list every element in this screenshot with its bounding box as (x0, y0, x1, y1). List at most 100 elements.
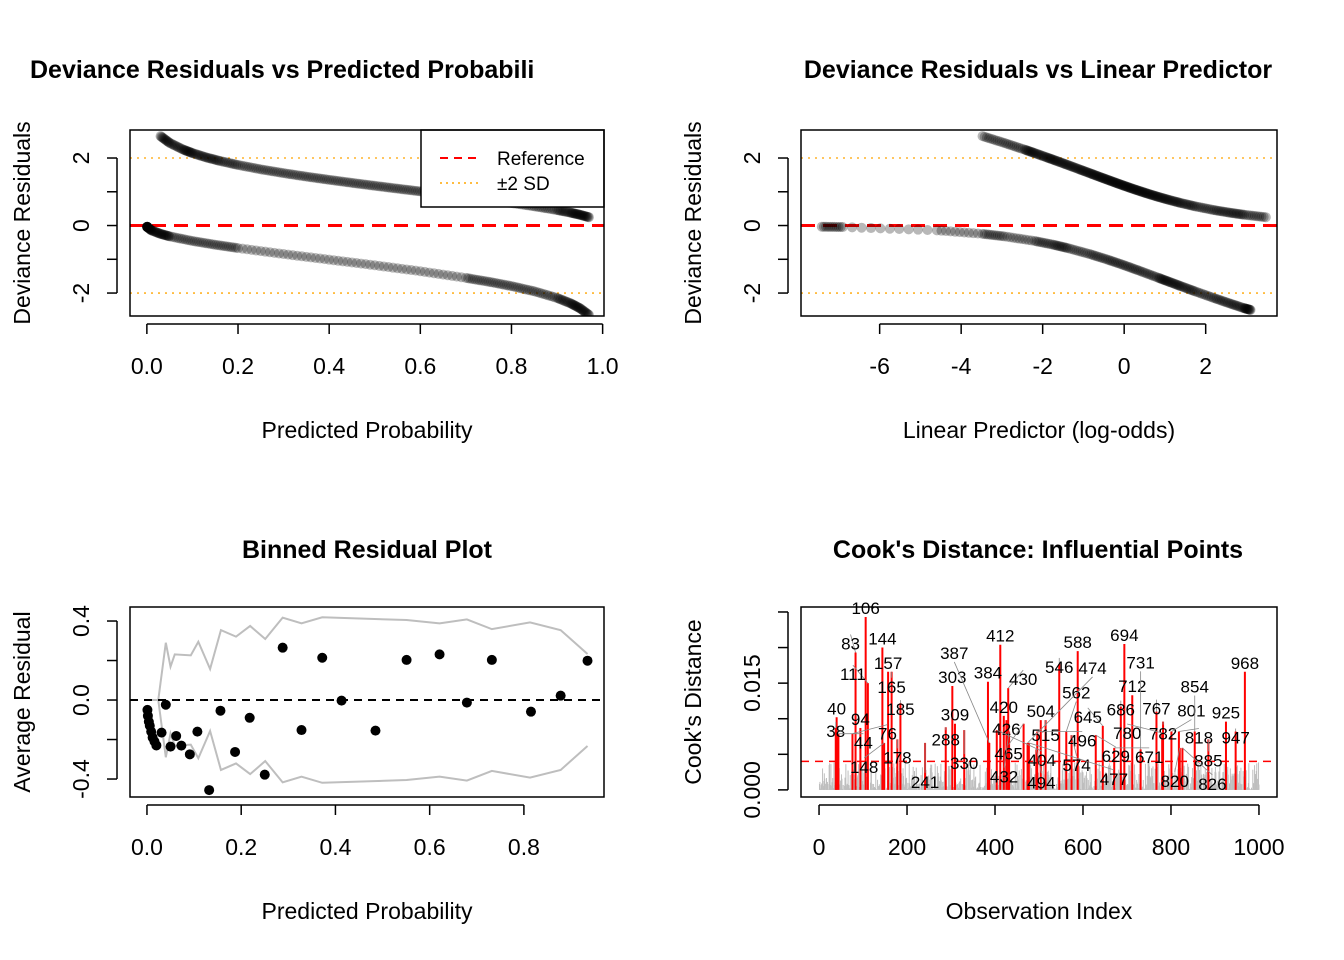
data-point (301, 251, 312, 262)
data-point (269, 166, 280, 177)
data-point (1014, 233, 1025, 244)
data-point (153, 228, 164, 239)
data-point (513, 282, 524, 293)
y-tick-label: -0.4 (68, 759, 94, 799)
data-point (470, 274, 481, 285)
panel-2: Deviance Residuals vs Linear Predictor Li… (680, 56, 1278, 443)
data-point (181, 145, 192, 156)
data-point (1185, 284, 1196, 295)
data-point (1177, 281, 1188, 292)
data-point (1059, 242, 1070, 253)
data-point (1039, 151, 1050, 162)
influential-point-label: 144 (868, 630, 896, 649)
data-point (1230, 208, 1241, 219)
data-point (1215, 295, 1226, 306)
influential-point-label: 185 (886, 700, 914, 719)
x-tick-label: 0.6 (414, 834, 446, 860)
data-point (185, 235, 196, 246)
plot-area (801, 131, 1277, 315)
data-point (1028, 147, 1039, 158)
data-point (511, 282, 522, 293)
data-point (522, 284, 533, 295)
influential-point-label: 330 (950, 754, 978, 773)
data-point (1168, 196, 1179, 207)
data-point (1156, 192, 1167, 203)
data-point (186, 147, 197, 158)
x-tick-label: 0.8 (508, 834, 540, 860)
data-point (1260, 212, 1271, 223)
data-point (580, 211, 591, 222)
data-point (1041, 152, 1052, 163)
data-point (526, 285, 537, 296)
data-point (1226, 298, 1237, 309)
data-point (1244, 304, 1255, 315)
data-point (1149, 190, 1160, 201)
data-point (1228, 208, 1239, 219)
data-point (1144, 269, 1155, 280)
data-point (1210, 205, 1221, 216)
data-point (424, 267, 435, 278)
data-point (847, 222, 858, 233)
data-point (262, 165, 273, 176)
data-point (456, 272, 467, 283)
data-point (142, 221, 153, 232)
data-point (170, 140, 181, 151)
data-point (1082, 248, 1093, 259)
legend-box (420, 129, 605, 208)
binned-point (277, 642, 288, 653)
data-point (568, 208, 579, 219)
influential-point-label: 165 (877, 678, 905, 697)
data-point (287, 250, 298, 261)
data-point (959, 227, 970, 238)
data-point (255, 164, 266, 175)
influential-point-label: 426 (992, 720, 1020, 739)
data-point (1104, 175, 1115, 186)
data-point (1236, 209, 1247, 220)
data-point (1137, 266, 1148, 277)
label-leader-line (1178, 728, 1199, 732)
data-point (1132, 185, 1143, 196)
data-point (159, 133, 170, 144)
data-point (401, 264, 412, 275)
data-point (1067, 244, 1078, 255)
data-point (823, 221, 834, 232)
x-tick-label: 0.8 (495, 353, 527, 379)
data-point (184, 147, 195, 158)
influential-point-label: 474 (1078, 659, 1106, 678)
data-point (152, 227, 163, 238)
data-point (1121, 181, 1132, 192)
data-point (1224, 298, 1235, 309)
x-tick-label: -6 (869, 353, 889, 379)
data-point (142, 222, 153, 233)
x-axis-label: Linear Predictor (log-odds) (903, 417, 1175, 443)
data-point (1166, 195, 1177, 206)
data-point (831, 221, 842, 232)
data-point (1167, 195, 1178, 206)
data-point (1227, 299, 1238, 310)
data-point (308, 172, 319, 183)
data-point (1174, 280, 1185, 291)
data-point (188, 148, 199, 159)
x-tick-label: 800 (1152, 834, 1190, 860)
data-point (472, 274, 483, 285)
data-point (156, 131, 167, 142)
data-point (567, 208, 578, 219)
data-point (408, 185, 419, 196)
data-point (207, 154, 218, 165)
data-point (1168, 278, 1179, 289)
data-point (1237, 209, 1248, 220)
data-point (1151, 272, 1162, 283)
influential-point-label: 968 (1231, 654, 1259, 673)
x-tick-label: 0.4 (313, 353, 345, 379)
data-point (387, 183, 398, 194)
data-point (999, 137, 1010, 148)
data-point (997, 231, 1008, 242)
influential-point-label: 782 (1149, 725, 1177, 744)
data-point (1095, 252, 1106, 263)
data-point (1005, 139, 1016, 150)
data-point (1091, 251, 1102, 262)
data-point (556, 205, 567, 216)
data-point (1174, 197, 1185, 208)
data-point (986, 133, 997, 144)
